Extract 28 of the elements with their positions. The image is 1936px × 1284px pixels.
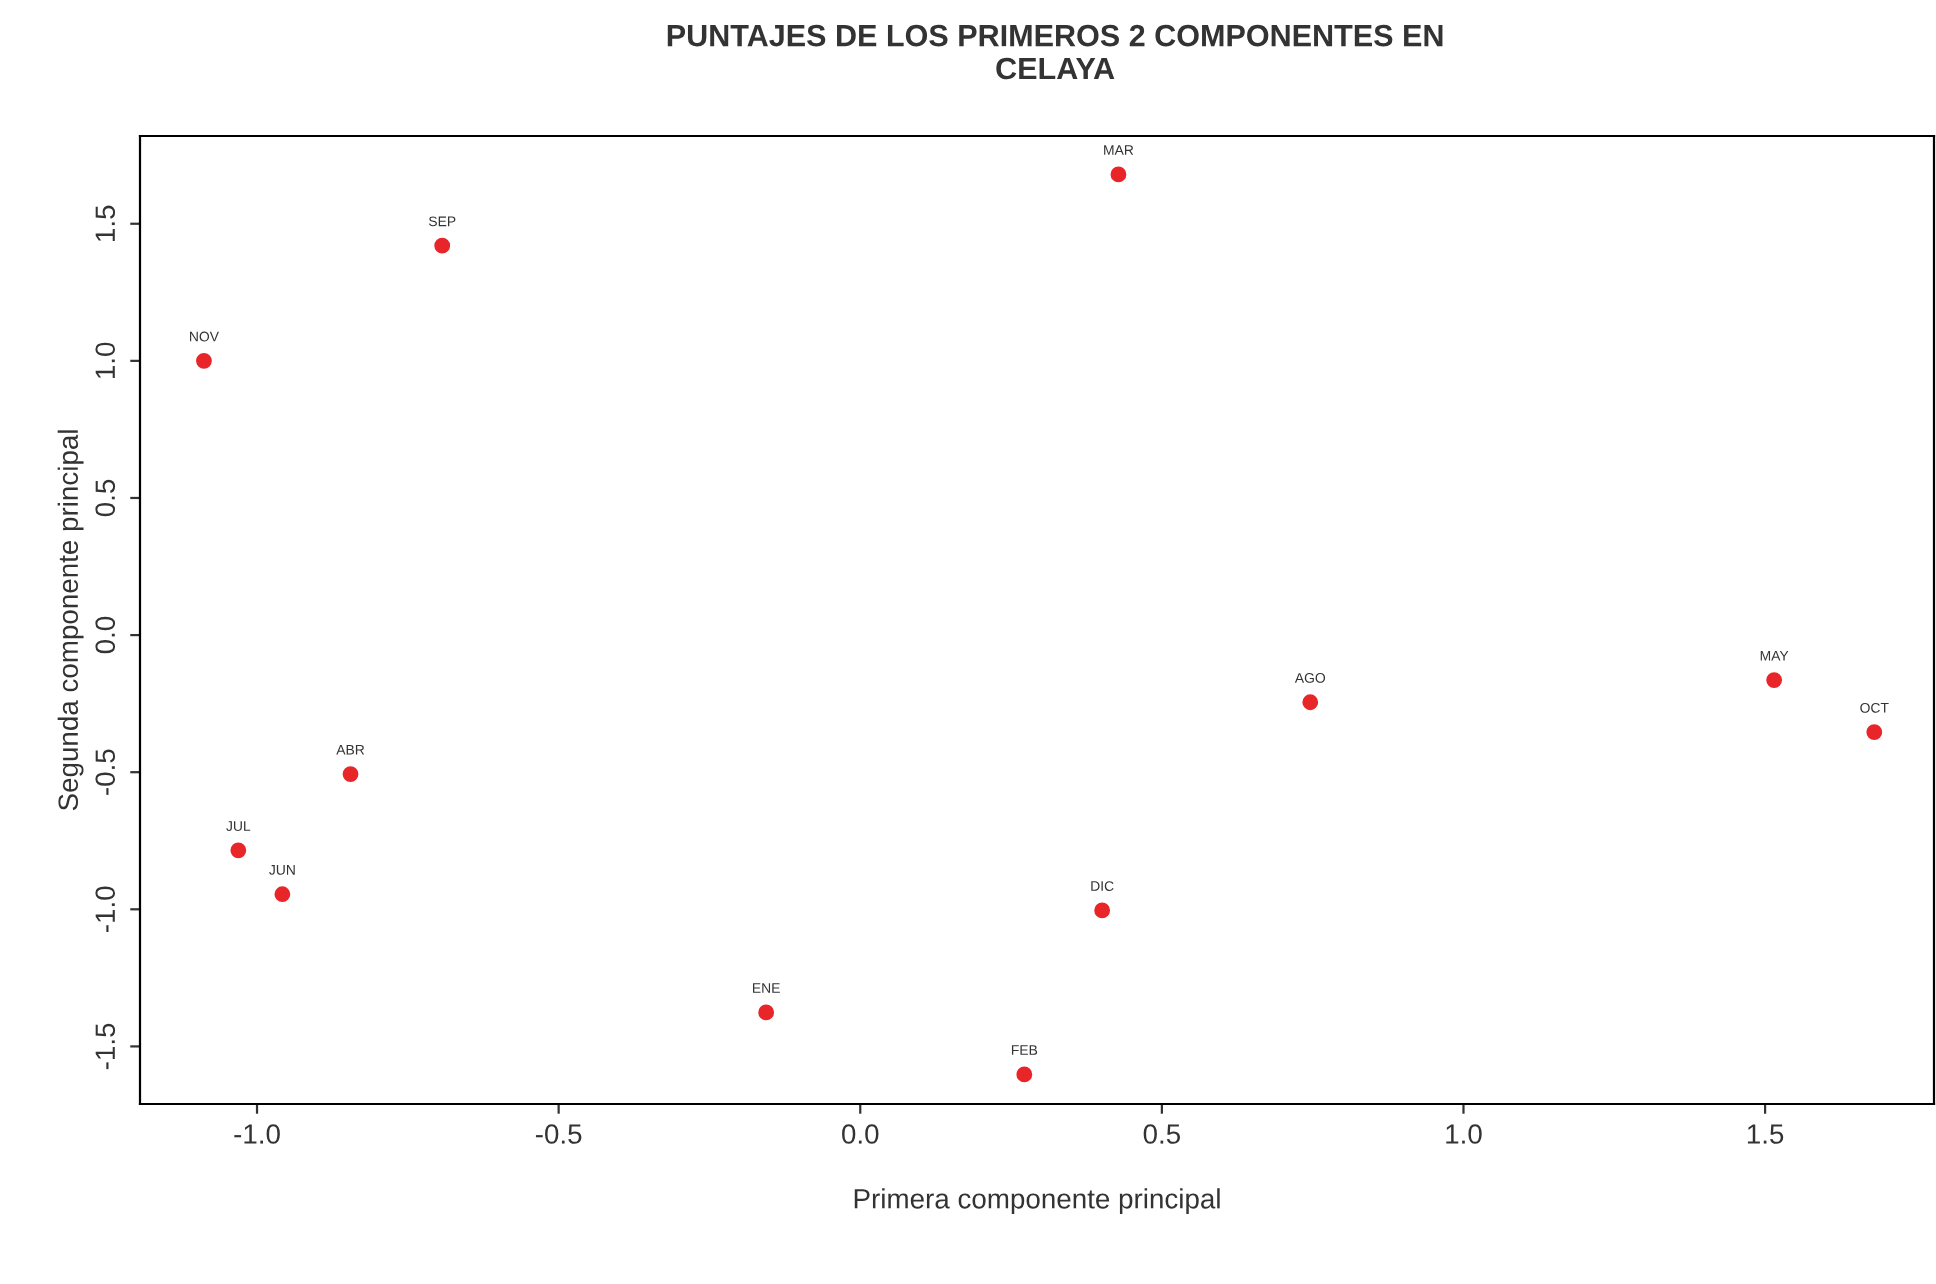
- point: [1766, 672, 1783, 688]
- y-tick-label: 1.0: [95, 342, 116, 379]
- point: [1866, 724, 1883, 741]
- y-tick-label: 1.5: [95, 205, 116, 241]
- y-tick-label: -1.5: [95, 1023, 116, 1070]
- x-tick-label: 1.5: [1747, 1124, 1784, 1144]
- chart-title: PUNTAJES DE LOS PRIMEROS 2 COMPONENTES EN CELAYA: [667, 24, 1443, 80]
- point: [1110, 166, 1127, 183]
- point: [1094, 902, 1111, 919]
- point: [342, 766, 359, 783]
- x-tick-label: -0.5: [535, 1124, 582, 1144]
- y-tick-label: -0.5: [95, 749, 116, 795]
- point: [434, 237, 451, 254]
- point: [1302, 694, 1319, 711]
- point: [1016, 1066, 1033, 1083]
- x-tick-label: 1.0: [1446, 1124, 1482, 1144]
- point: [274, 886, 291, 903]
- x-tick-label: 0.0: [842, 1124, 879, 1144]
- x-tick-label: 0.5: [1143, 1124, 1181, 1144]
- point: [196, 352, 212, 369]
- y-tick-label: -1.0: [95, 886, 116, 932]
- x-tick-label: -1.0: [234, 1124, 280, 1144]
- point: [758, 1004, 775, 1021]
- y-axis-title: Segunda componente principal: [57, 430, 84, 811]
- x-axis-title: Primera componente principal: [854, 1188, 1220, 1215]
- y-tick-label: 0.0: [95, 616, 116, 654]
- y-tick-label: 0.5: [95, 479, 116, 517]
- point: [230, 842, 247, 859]
